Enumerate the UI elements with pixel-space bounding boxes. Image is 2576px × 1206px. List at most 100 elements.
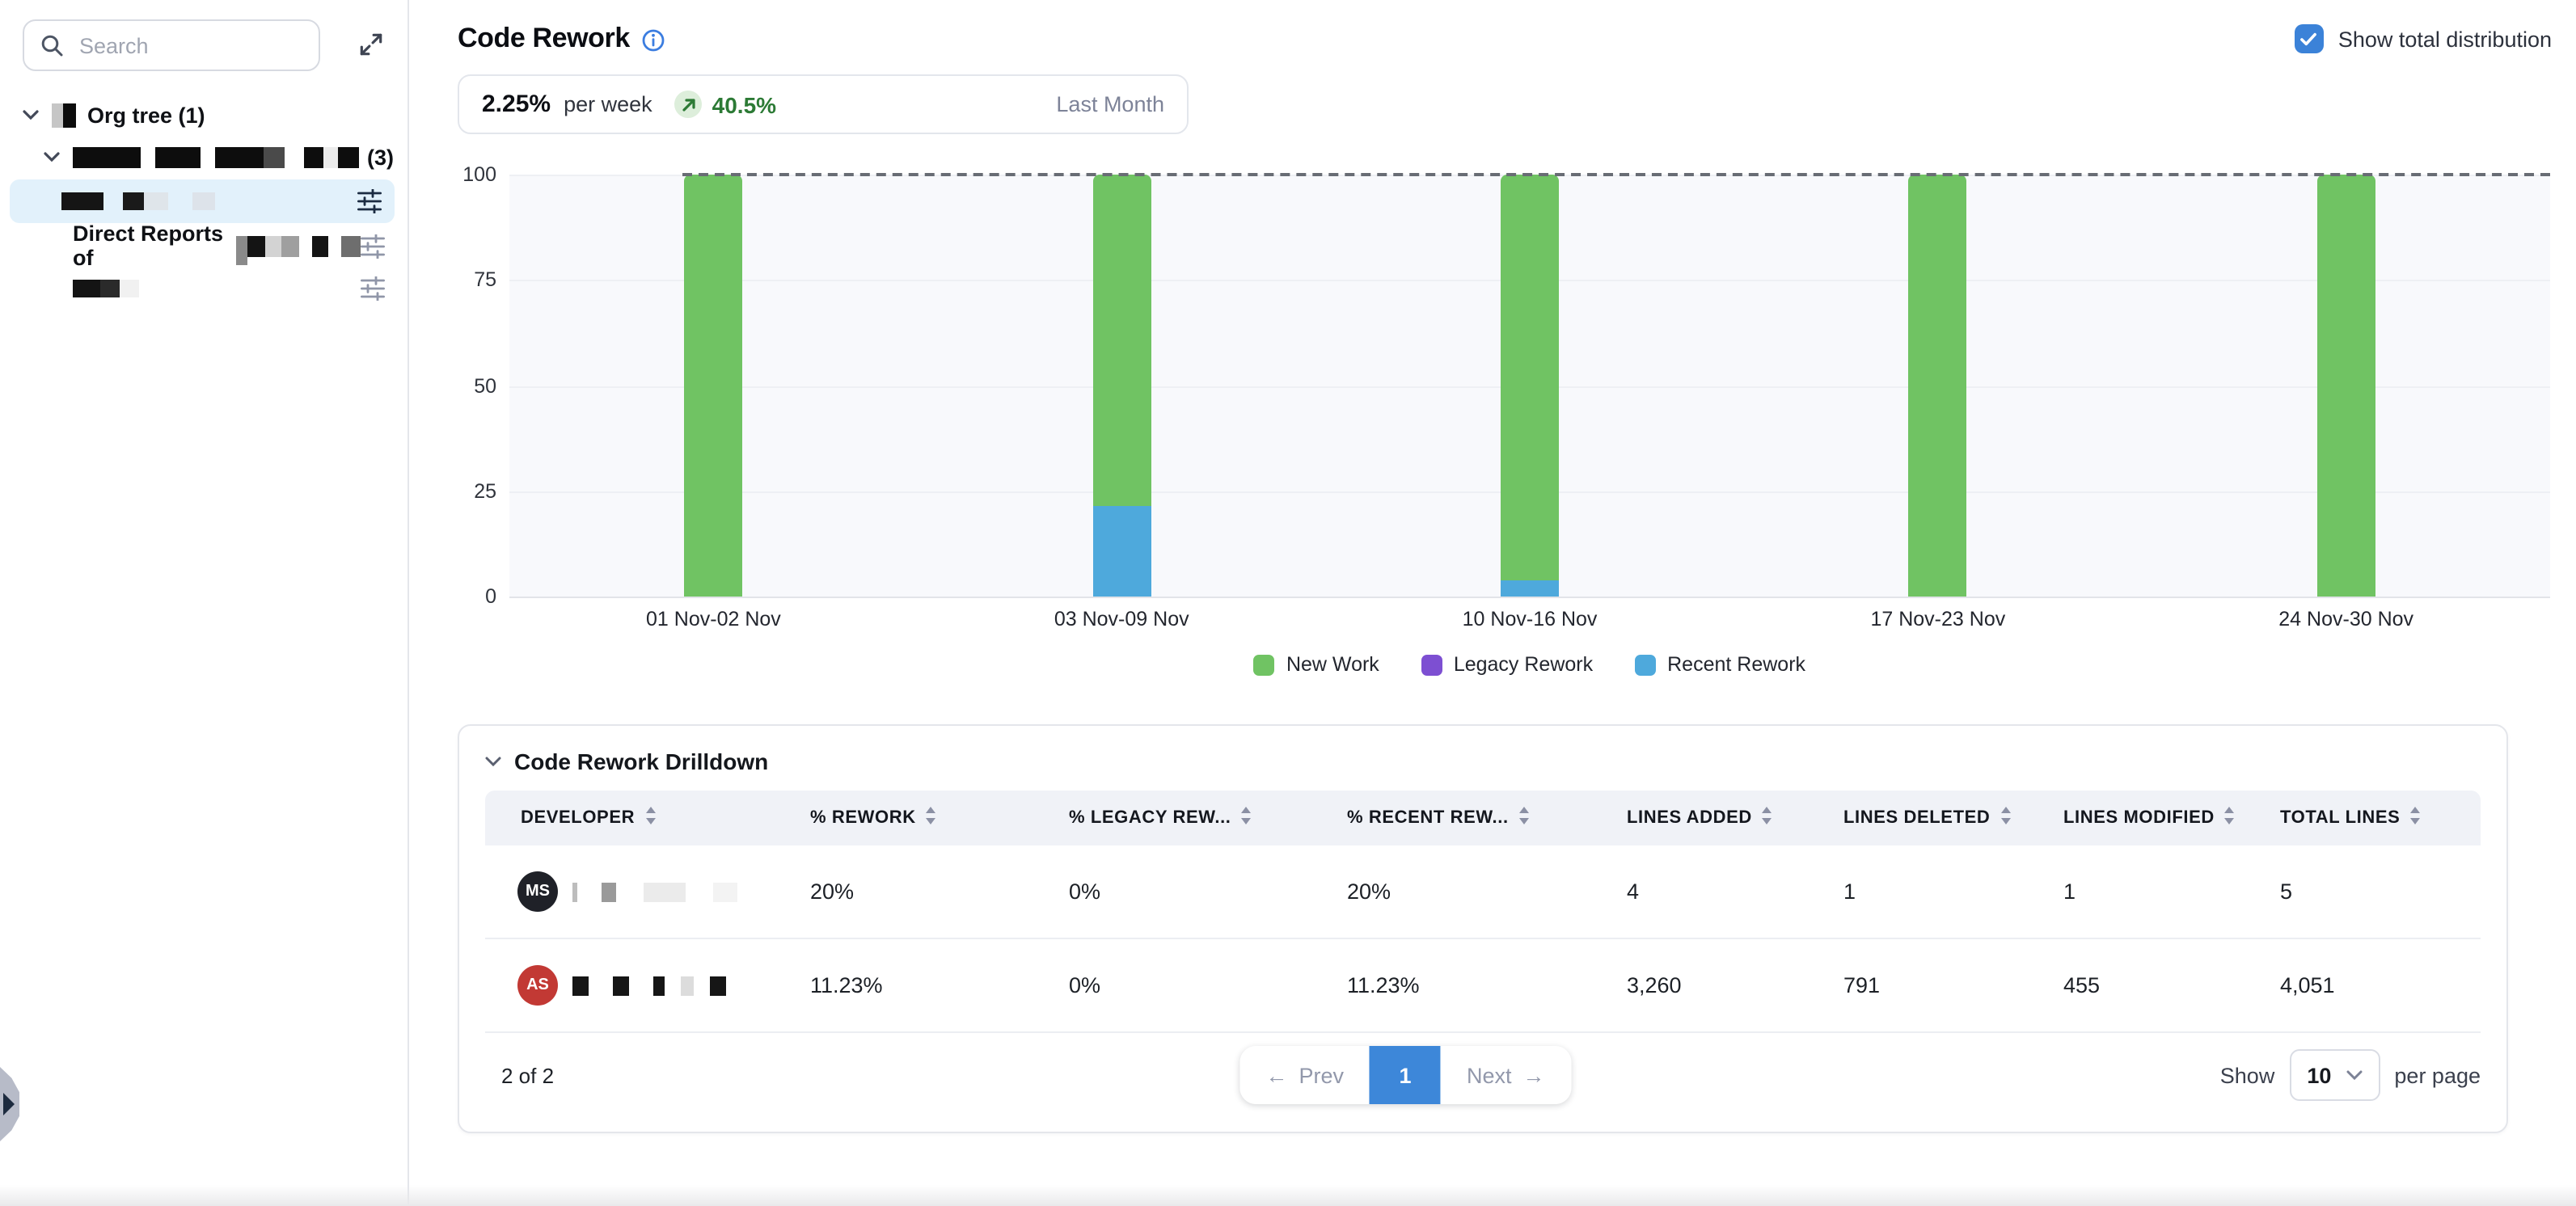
search-box[interactable] <box>23 19 320 71</box>
sidebar-collapse-handle[interactable] <box>0 1067 19 1141</box>
rework-cell: 11.23% <box>810 973 883 997</box>
tree-label-group-count: (3) <box>367 145 394 169</box>
sort-icon[interactable] <box>1518 807 1530 829</box>
column-header-lines-modified[interactable]: LINES MODIFIED <box>2063 807 2280 829</box>
redacted-org-icon <box>63 103 76 127</box>
page-1-button[interactable]: 1 <box>1370 1046 1441 1104</box>
bar-column <box>1326 175 1734 597</box>
row-count: 2 of 2 <box>501 1063 555 1087</box>
redacted-developer-name <box>613 976 629 995</box>
show-total-checkbox[interactable] <box>2294 24 2324 53</box>
sidebar: Org tree (1) (3) <box>0 0 409 1206</box>
y-axis-tick: 75 <box>474 268 496 292</box>
sort-icon[interactable] <box>1241 807 1252 829</box>
tree-row-direct-reports[interactable]: Direct Reports of <box>0 221 408 270</box>
tree-row-selected[interactable] <box>10 179 395 223</box>
stat-card: 2.25% per week 40.5% Last Month <box>458 74 1189 134</box>
x-axis-label: 24 Nov-30 Nov <box>2278 608 2414 630</box>
table-row[interactable]: AS 11.23% 0% 11.23% 3,260 791 455 4,051 <box>485 939 2481 1033</box>
rework-cell: 20% <box>810 879 855 904</box>
redacted-org-icon <box>52 103 63 127</box>
gridline <box>509 597 2550 598</box>
column-header-total-lines[interactable]: TOTAL LINES <box>2280 807 2481 829</box>
bar-segment-recent-rework <box>1092 505 1151 597</box>
column-header-rework[interactable]: % REWORK <box>810 807 1069 829</box>
chevron-down-icon[interactable] <box>23 110 39 120</box>
chevron-down-icon[interactable] <box>44 152 60 162</box>
bar-segment-new-work <box>1092 175 1151 506</box>
drilldown-header[interactable]: Code Rework Drilldown <box>459 726 2506 791</box>
redacted-text <box>304 146 323 167</box>
tree-label-org-root: Org tree (1) <box>87 103 205 127</box>
sort-icon[interactable] <box>2224 807 2236 829</box>
page-size-select[interactable]: 10 <box>2289 1049 2380 1101</box>
legend-item-legacy-rework[interactable]: Legacy Rework <box>1421 653 1593 676</box>
sort-icon[interactable] <box>926 807 937 829</box>
legend-label: Legacy Rework <box>1453 653 1594 676</box>
column-header-legacy-rew[interactable]: % LEGACY REW... <box>1069 807 1347 829</box>
drilldown-title: Code Rework Drilldown <box>514 748 769 774</box>
stat-period: Last Month <box>1056 92 1164 116</box>
y-axis-tick: 50 <box>474 374 496 397</box>
legend-item-new-work[interactable]: New Work <box>1253 653 1379 676</box>
column-header-developer[interactable]: DEVELOPER <box>485 807 810 829</box>
tree-row-org-root[interactable]: Org tree (1) <box>0 94 408 136</box>
next-page-button[interactable]: Next → <box>1441 1046 1571 1104</box>
bar-segment-new-work <box>1908 175 1967 597</box>
bar-column <box>918 175 1326 597</box>
legend-item-recent-rework[interactable]: Recent Rework <box>1635 653 1805 676</box>
per-page-label: per page <box>2394 1063 2481 1087</box>
chart-legend: New Work Legacy Rework Recent Rework <box>509 653 2550 676</box>
x-axis-label: 10 Nov-16 Nov <box>1462 608 1598 630</box>
page-title-row: Code Rework <box>458 23 665 55</box>
prev-page-button[interactable]: ← Prev <box>1239 1046 1370 1104</box>
stacked-bar-17 Nov-23 Nov[interactable] <box>1908 175 1967 597</box>
column-header-lines-deleted[interactable]: LINES DELETED <box>1843 807 2063 829</box>
tree-row-item[interactable] <box>0 267 408 309</box>
lines-deleted-cell: 1 <box>1843 879 1856 904</box>
legacy-rework-cell: 0% <box>1069 879 1101 904</box>
sort-icon[interactable] <box>1762 807 1773 829</box>
legend-swatch <box>1635 654 1657 675</box>
show-total-label[interactable]: Show total distribution <box>2337 27 2552 51</box>
legend-swatch <box>1253 654 1275 675</box>
org-tree: Org tree (1) (3) <box>0 94 408 309</box>
recent-rework-cell: 11.23% <box>1347 973 1420 997</box>
total-lines-cell: 5 <box>2280 879 2293 904</box>
tree-row-group[interactable]: (3) <box>0 136 408 178</box>
filter-sliders-icon[interactable] <box>361 276 385 300</box>
bar-segment-recent-rework <box>1501 580 1560 597</box>
column-header-lines-added[interactable]: LINES ADDED <box>1627 807 1843 829</box>
main-content: Code Rework Show total distribution 2.25… <box>409 0 2576 1206</box>
chevron-down-icon[interactable] <box>485 757 501 766</box>
bar-segment-new-work <box>684 175 743 597</box>
lines-added-cell: 4 <box>1627 879 1640 904</box>
redacted-developer-name <box>644 882 686 901</box>
show-label: Show <box>2219 1063 2275 1087</box>
stacked-bar-24 Nov-30 Nov[interactable] <box>2316 175 2375 597</box>
chevron-down-icon <box>2346 1070 2362 1080</box>
sort-icon[interactable] <box>2409 807 2421 829</box>
filter-sliders-icon[interactable] <box>357 189 382 213</box>
redacted-text <box>236 236 248 265</box>
stat-unit: per week <box>564 92 652 116</box>
redacted-developer-name <box>713 882 737 901</box>
redacted-text <box>73 146 141 167</box>
stacked-bar-01 Nov-02 Nov[interactable] <box>684 175 743 597</box>
column-header-recent-rew[interactable]: % RECENT REW... <box>1347 807 1627 829</box>
filter-sliders-icon[interactable] <box>361 234 386 258</box>
stacked-bar-10 Nov-16 Nov[interactable] <box>1501 175 1560 597</box>
search-input[interactable] <box>76 32 302 59</box>
trend-up-icon <box>674 91 703 118</box>
sort-icon[interactable] <box>644 807 656 829</box>
total-lines-cell: 4,051 <box>2280 973 2335 997</box>
lines-modified-cell: 1 <box>2063 879 2076 904</box>
redacted-text <box>311 235 329 256</box>
info-icon[interactable] <box>643 29 665 52</box>
expand-sidebar-icon[interactable] <box>357 31 386 60</box>
stacked-bar-03 Nov-09 Nov[interactable] <box>1092 175 1151 597</box>
redacted-text <box>323 146 338 167</box>
sort-icon[interactable] <box>2000 807 2011 829</box>
table-row[interactable]: MS 20% 0% 20% 4 1 1 5 <box>485 845 2481 939</box>
